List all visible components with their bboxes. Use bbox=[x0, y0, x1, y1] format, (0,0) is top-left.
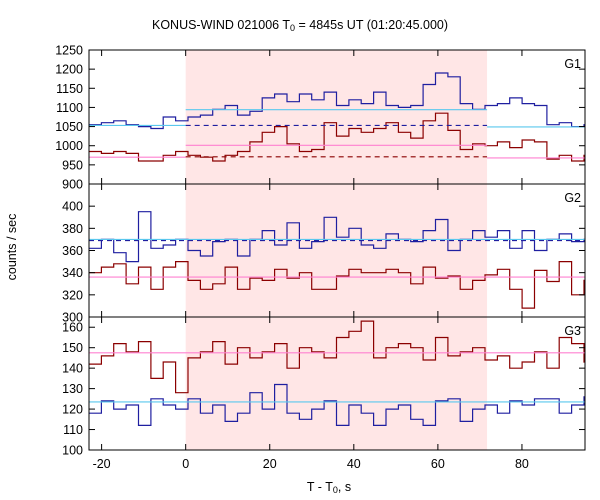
red-counts-series bbox=[89, 320, 585, 394]
x-tick-label: 60 bbox=[431, 457, 445, 471]
y-tick-label: 140 bbox=[62, 362, 83, 376]
red-counts-series bbox=[89, 261, 585, 309]
x-tick-label: 80 bbox=[515, 457, 529, 471]
y-tick-label: 340 bbox=[62, 266, 83, 280]
panel-frame bbox=[88, 316, 586, 451]
panel-g3: 100 110 120 130 140 150 160 -20 0 20 40 60 80 G3 bbox=[62, 316, 586, 471]
panel-g1: 900 950 1000 1050 1100 1150 1200 1250 G1 bbox=[55, 44, 586, 192]
y-tick-label: 400 bbox=[62, 200, 83, 214]
y-tick-label: 1200 bbox=[55, 63, 83, 77]
red-counts-series bbox=[89, 112, 585, 162]
y-tick-label: 150 bbox=[62, 341, 83, 355]
y-tick-label: 1250 bbox=[55, 44, 83, 58]
x-tick-label: -20 bbox=[93, 457, 111, 471]
x-tick-label: 20 bbox=[263, 457, 277, 471]
y-tick-label: 300 bbox=[62, 311, 83, 325]
y-tick-label: 380 bbox=[62, 222, 83, 236]
y-tick-label: 100 bbox=[62, 444, 83, 458]
y-tick-label: 120 bbox=[62, 403, 83, 417]
y-tick-label: 160 bbox=[62, 321, 83, 335]
panel-label: G3 bbox=[564, 324, 581, 338]
chart-title: KONUS-WIND 021006 T0 = 4845s UT (01:20:4… bbox=[151, 18, 449, 33]
y-tick-label: 1150 bbox=[56, 82, 83, 96]
y-tick-label: 900 bbox=[62, 178, 83, 192]
y-tick-label: 320 bbox=[62, 288, 83, 302]
y-tick-label: 1050 bbox=[55, 120, 83, 134]
y-tick-label: 1100 bbox=[56, 101, 83, 115]
y-tick-label: 1000 bbox=[55, 139, 83, 153]
x-tick-label: 0 bbox=[182, 457, 189, 471]
accumulation-interval bbox=[185, 50, 488, 184]
x-axis-label: T - T0, s bbox=[306, 480, 352, 495]
y-tick-label: 110 bbox=[63, 423, 83, 437]
panel-label: G2 bbox=[564, 191, 581, 205]
y-axis-label: counts / sec bbox=[5, 213, 19, 281]
panel-g2: 300 320 340 360 380 400 G2 bbox=[62, 183, 586, 325]
blue-counts-series bbox=[89, 383, 585, 426]
y-tick-label: 360 bbox=[62, 244, 83, 258]
panel-label: G1 bbox=[564, 57, 581, 71]
x-tick-label: 40 bbox=[347, 457, 361, 471]
y-tick-label: 130 bbox=[62, 382, 83, 396]
blue-counts-series bbox=[89, 72, 585, 130]
accumulation-interval bbox=[185, 184, 488, 317]
y-tick-label: 950 bbox=[62, 158, 83, 172]
